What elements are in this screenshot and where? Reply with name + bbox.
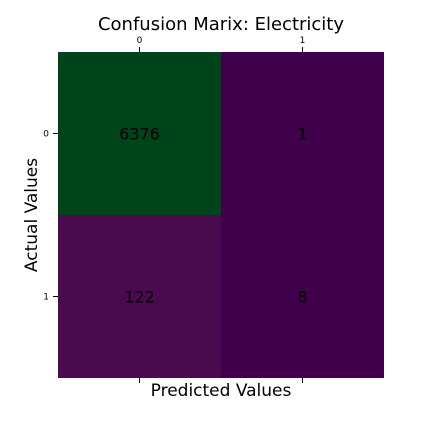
- heatmap-cell: [58, 215, 221, 378]
- chart-title: Confusion Marix: Electricity: [98, 14, 344, 35]
- cell-value-label: 122: [124, 288, 155, 307]
- y-axis-label: Actual Values: [22, 158, 42, 272]
- x-tick-label: 1: [300, 36, 306, 46]
- y-tick-group: 01: [43, 130, 58, 303]
- heatmap-cell: [221, 215, 384, 378]
- x-tick-label: 0: [137, 36, 143, 46]
- heatmap-cell-labels: 6376 1 122 8: [119, 125, 307, 307]
- heatmap-cells: [58, 52, 384, 378]
- cell-value-label: 1: [297, 125, 307, 144]
- heatmap-cell: [221, 52, 384, 215]
- y-tick-label: 0: [43, 130, 49, 140]
- x-axis-label: Predicted Values: [151, 381, 292, 401]
- cell-value-label: 6376: [119, 125, 160, 144]
- cell-value-label: 8: [297, 288, 307, 307]
- y-tick-label: 1: [43, 293, 49, 303]
- heatmap-cell: [58, 52, 221, 215]
